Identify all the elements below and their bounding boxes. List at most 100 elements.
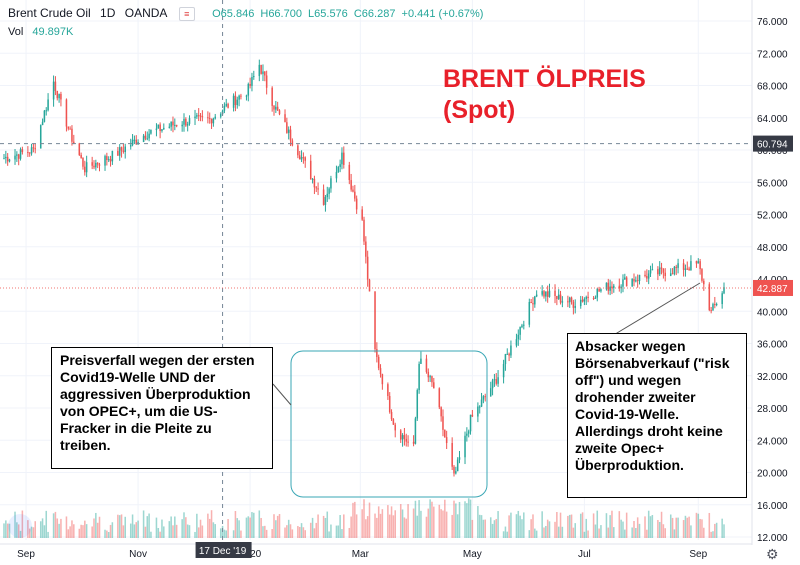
candle-body	[107, 159, 110, 161]
candle-body	[390, 411, 393, 420]
candle-body	[47, 99, 49, 111]
volume-bar	[225, 530, 228, 538]
candle-body	[587, 296, 589, 299]
candle-body	[135, 139, 138, 145]
candle-body	[238, 95, 240, 100]
candle-body	[170, 121, 172, 127]
candle-body	[104, 156, 106, 166]
y-tick-label: 20.000	[757, 469, 788, 480]
gear-icon[interactable]: ⚙	[766, 546, 779, 562]
y-tick-label: 48.000	[757, 243, 788, 254]
symbol-name[interactable]: Brent Crude Oil	[8, 6, 91, 20]
volume-bar	[67, 529, 70, 538]
volume-bar	[600, 525, 602, 538]
candle-body	[374, 291, 376, 350]
volume-bar	[168, 521, 171, 538]
volume-bar	[664, 528, 666, 538]
candle-body	[466, 433, 468, 436]
volume-bar	[662, 524, 665, 538]
tradingview-logo-icon[interactable]	[8, 514, 32, 538]
candle-body	[354, 191, 356, 199]
chart-header: Brent Crude Oil 1D OANDA ≡ O65.846 H66.7…	[8, 6, 492, 21]
y-tick-label: 72.000	[757, 49, 788, 60]
volume-bar	[58, 523, 60, 538]
candle-body	[534, 296, 536, 305]
candle-body	[585, 296, 588, 299]
interval[interactable]: 1D	[100, 6, 116, 20]
volume-bar	[129, 523, 132, 538]
candle-body	[339, 164, 341, 168]
volume-bar	[337, 525, 340, 538]
candle-body	[300, 157, 303, 160]
volume-bar	[723, 524, 725, 538]
volume-bar	[210, 510, 213, 538]
candle-body	[633, 279, 635, 282]
volume-bar	[273, 514, 275, 538]
volume-bar	[276, 515, 279, 538]
volume-bar	[43, 525, 46, 538]
volume-bar	[427, 508, 430, 538]
candle-body	[80, 154, 82, 158]
volume-bar	[232, 530, 235, 538]
volume-bar	[135, 522, 138, 538]
candle-body	[651, 269, 654, 271]
candle-body	[556, 296, 558, 299]
candle-body	[311, 178, 314, 180]
candle-body	[287, 129, 290, 133]
candle-body	[605, 282, 608, 290]
volume-bar	[265, 529, 268, 538]
candle-body	[330, 178, 332, 189]
candle-body	[181, 124, 183, 127]
volume-bar	[377, 506, 380, 538]
candle-body	[96, 162, 99, 165]
volume-bar	[317, 514, 319, 538]
candle-body	[45, 110, 48, 112]
volume-label: Vol	[8, 26, 24, 38]
volume-bar	[71, 520, 73, 538]
candle-body	[227, 103, 229, 108]
volume-legend: Vol 49.897K	[8, 26, 73, 38]
candle-body	[647, 273, 650, 279]
volume-bar	[212, 522, 215, 538]
candle-body	[21, 149, 24, 153]
candle-body	[124, 146, 126, 152]
pointer-line-left	[272, 383, 292, 406]
volume-bar	[506, 531, 509, 538]
volume-bar	[467, 498, 470, 538]
candle-body	[445, 437, 448, 444]
volume-bar	[95, 512, 97, 538]
annotation-title-line2: (Spot)	[443, 96, 516, 124]
candle-body	[273, 105, 275, 110]
candle-body	[348, 164, 351, 181]
volume-bar	[170, 516, 172, 538]
candle-body	[392, 419, 395, 425]
volume-bar	[657, 519, 659, 538]
volume-bar	[201, 525, 204, 538]
candle-body	[379, 368, 382, 375]
candle-body	[491, 380, 494, 389]
volume-bar	[399, 504, 402, 538]
volume-bar	[592, 513, 595, 538]
candle-body	[117, 150, 119, 156]
volume-bar	[6, 523, 9, 538]
candle-body	[715, 304, 718, 306]
candle-body	[194, 116, 196, 119]
volume-bar	[388, 514, 391, 538]
volume-bar	[93, 518, 95, 538]
volume-bar	[17, 524, 20, 538]
volume-bar	[69, 526, 71, 538]
volume-bar	[635, 528, 637, 538]
volume-bar	[684, 515, 687, 538]
candle-body	[455, 471, 457, 474]
crash-highlight-box	[290, 350, 488, 498]
candle-body	[403, 435, 406, 439]
candle-body	[414, 418, 417, 444]
volume-bar	[407, 504, 409, 538]
crosshair-date-label: 17 Dec '19	[199, 546, 247, 557]
candle-body	[17, 154, 20, 159]
volume-bar	[183, 512, 185, 538]
compare-icon[interactable]: ≡	[178, 6, 195, 21]
candle-body	[508, 353, 510, 356]
candle-body	[188, 118, 191, 124]
